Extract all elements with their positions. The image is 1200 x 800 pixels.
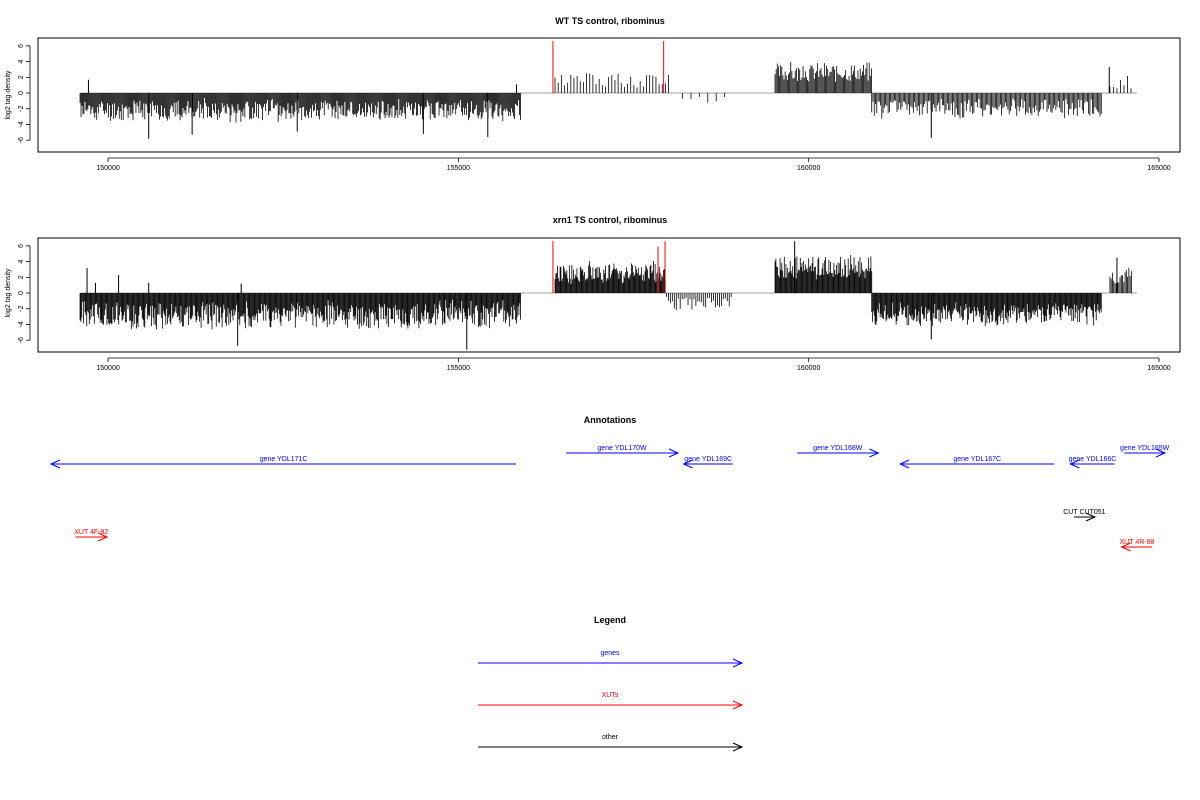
feature-label: gene YDL171C [260, 456, 308, 463]
feature-arrow-head [1120, 542, 1131, 552]
x-tick-label: 150000 [96, 165, 119, 172]
xrn1-panel: xrn1 TS control, ribominus log2 tag dens… [5, 215, 1181, 372]
x-tick-label: 155000 [447, 165, 470, 172]
x-tick-label: 155000 [447, 365, 470, 372]
annotations-title: Annotations [584, 415, 637, 425]
y-tick-label: 6 [18, 44, 25, 48]
legend-items: genes XUTs other [478, 650, 744, 752]
legend-item-label: genes [600, 650, 620, 657]
feature-arrow-head [1085, 512, 1097, 522]
y-tick-label: 2 [18, 275, 25, 279]
feature-label: CUT CUT051 [1063, 509, 1105, 516]
y-tick-label: 4 [18, 260, 25, 264]
y-tick-label: -4 [18, 121, 25, 127]
legend-item-label: other [602, 734, 619, 741]
feature-arrow-head [682, 459, 693, 469]
legend-arrow-head [732, 700, 744, 710]
legend-item-label: XUTs [602, 692, 619, 699]
feature-arrow-head [97, 532, 109, 542]
feature-arrow-head [869, 448, 880, 458]
x-tick-label: 165000 [1147, 365, 1170, 372]
feature-arrow-head [1069, 459, 1080, 469]
y-tick-label: 0 [18, 291, 25, 295]
wt-panel-title: WT TS control, ribominus [555, 16, 665, 26]
feature-label: gene YDL166C [1069, 456, 1117, 463]
feature-arrow-head [1155, 448, 1167, 458]
y-tick-label: 2 [18, 75, 25, 79]
xrn1-panel-ylabel: log2 tag density [5, 268, 12, 318]
y-tick-label: -2 [18, 306, 25, 312]
y-tick-label: -4 [18, 321, 25, 327]
wt-signal-bars [79, 41, 1132, 139]
x-tick-label: 160000 [797, 365, 820, 372]
x-tick-label: 165000 [1147, 165, 1170, 172]
wt-panel-ylabel: log2 tag density [5, 70, 12, 120]
feature-arrow-head [898, 459, 910, 469]
feature-label: gene YDL170W [597, 445, 647, 452]
y-tick-label: 6 [18, 244, 25, 248]
feature-label: gene YDL168W [813, 445, 863, 452]
y-tick-label: -2 [18, 106, 25, 112]
wt-plot-frame [37, 37, 1181, 153]
xrn1-signal-bars [79, 241, 1132, 350]
legend-arrow-head [732, 658, 744, 668]
xrn1-panel-title: xrn1 TS control, ribominus [553, 215, 668, 225]
feature-label: XUT 4F-92 [74, 529, 108, 536]
y-tick-label: 4 [18, 60, 25, 64]
feature-label: gene YDL169C [684, 456, 732, 463]
legend-title: Legend [594, 615, 626, 625]
y-tick-label: 0 [18, 91, 25, 95]
feature-arrow-head [49, 459, 61, 469]
feature-arrows: gene YDL171C gene YDL170W gene YDL169C gene… [49, 445, 1170, 552]
feature-label: gene YDL167C [953, 456, 1001, 463]
wt-panel: WT TS control, ribominus log2 tag densit… [5, 16, 1181, 172]
legend: Legend genes XUTs other [478, 615, 744, 752]
feature-arrow-head [668, 448, 680, 458]
xrn1-plot-frame [37, 237, 1181, 353]
x-tick-label: 150000 [96, 365, 119, 372]
legend-arrow-head [732, 742, 744, 752]
x-tick-label: 160000 [797, 165, 820, 172]
wt-axes: 150000 155000 160000 165000 6 4 2 0 -2 -4 -6 [18, 44, 1171, 172]
feature-label: gene YDL165W [1120, 445, 1170, 452]
y-tick-label: -6 [18, 337, 25, 343]
feature-label: XUT 4R-88 [1120, 539, 1155, 546]
y-tick-label: -6 [18, 137, 25, 143]
xrn1-axes: 150000 155000 160000 165000 6 4 2 0 -2 -4 -6 [18, 244, 1171, 372]
